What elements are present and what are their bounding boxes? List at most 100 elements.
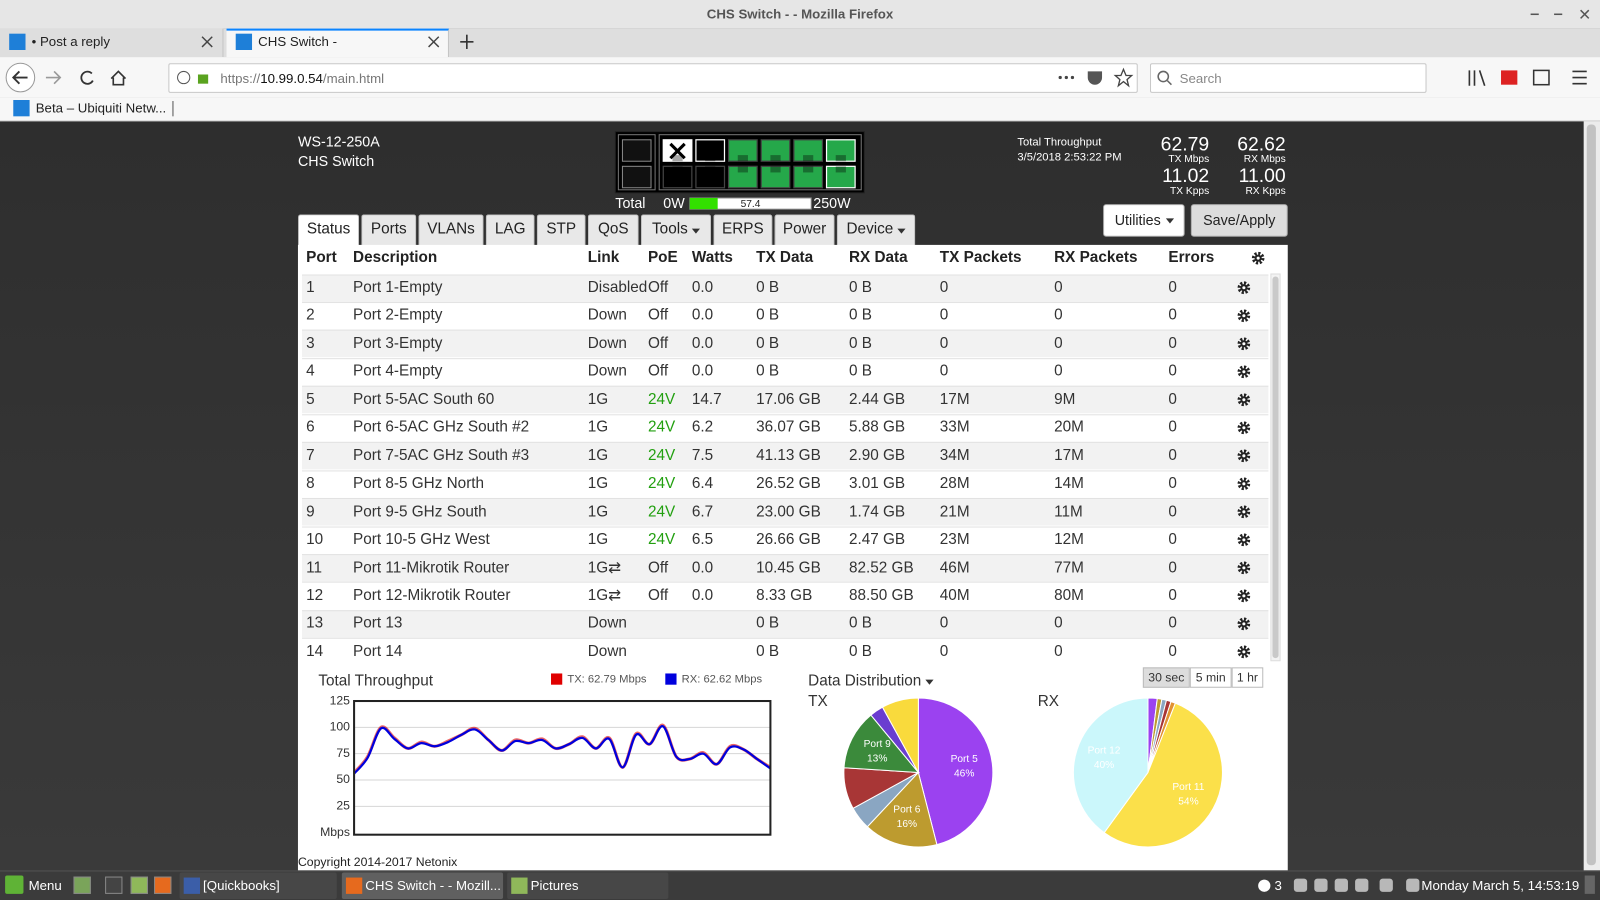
nav-tab-label[interactable]: ERPS xyxy=(722,220,764,238)
pocket-icon xyxy=(1087,71,1103,85)
stat-value: 11.02 xyxy=(1162,165,1210,188)
launcher-icon[interactable] xyxy=(105,876,123,894)
nav-tab[interactable] xyxy=(587,214,639,246)
table-cell: Disabled xyxy=(587,278,648,296)
nav-tab[interactable] xyxy=(536,214,586,246)
browser-tab[interactable] xyxy=(226,28,449,58)
tab-label[interactable]: CHS Switch - xyxy=(258,33,338,50)
browser-tab[interactable] xyxy=(0,28,224,58)
port-settings-icon xyxy=(1237,505,1251,519)
range-button-label[interactable]: 5 min xyxy=(1195,670,1226,685)
table-cell: Off xyxy=(647,362,669,380)
table-cell: 0 xyxy=(1054,362,1063,380)
bookmark-label[interactable]: Beta – Ubiquiti Netw... xyxy=(35,100,167,116)
table-cell: 0 xyxy=(1054,306,1063,324)
table-cell: 6.7 xyxy=(691,502,714,520)
tray-icon xyxy=(1406,878,1420,892)
port-notch xyxy=(770,166,781,173)
stat-value: 62.62 xyxy=(1237,134,1286,156)
launcher-icon[interactable] xyxy=(154,876,172,894)
nav-tab[interactable] xyxy=(713,214,773,246)
range-button[interactable] xyxy=(1189,667,1232,688)
header-button[interactable] xyxy=(1190,204,1288,237)
port-settings-icon xyxy=(1242,482,1246,486)
pie-slice xyxy=(881,697,919,773)
taskbar-window[interactable] xyxy=(507,872,669,899)
port-settings-icon xyxy=(1237,477,1251,491)
range-button[interactable] xyxy=(1142,667,1190,688)
column-header: Errors xyxy=(1168,248,1215,267)
menu-label[interactable]: Menu xyxy=(28,877,62,894)
taskbar-window[interactable] xyxy=(179,872,337,899)
nav-tab-label[interactable]: STP xyxy=(546,220,577,238)
table-cell: 0.0 xyxy=(691,586,714,605)
table-cell: 0 B xyxy=(756,306,780,324)
nav-tab-label[interactable]: Ports xyxy=(370,220,407,238)
nav-tab[interactable] xyxy=(361,214,417,246)
table-cell: 33M xyxy=(939,418,970,436)
table-row xyxy=(302,329,1269,358)
port-settings-icon xyxy=(1242,510,1246,514)
tab-close xyxy=(201,36,213,48)
distribution-title[interactable]: Data Distribution xyxy=(808,672,922,690)
range-button-label[interactable]: 30 sec xyxy=(1148,670,1185,685)
range-button[interactable] xyxy=(1231,667,1264,688)
throughput-timestamp: 3/5/2018 2:53:22 PM xyxy=(1017,151,1122,164)
table-cell: 10 xyxy=(306,530,324,549)
header-button-label[interactable]: Utilities xyxy=(1114,211,1161,229)
nav-tab-label[interactable]: Device xyxy=(846,220,894,238)
table-cell: 9 xyxy=(306,502,315,520)
nav-tab-label[interactable]: Status xyxy=(306,220,351,238)
nav-tab-label[interactable]: Tools xyxy=(652,220,688,238)
search-box[interactable] xyxy=(1149,63,1427,93)
table-cell: Down xyxy=(587,642,627,661)
table-cell: 17M xyxy=(939,390,970,408)
taskbar-window[interactable] xyxy=(341,872,504,899)
nav-tab[interactable] xyxy=(774,214,835,246)
nav-tab-label[interactable]: QoS xyxy=(597,220,629,238)
nav-tab[interactable] xyxy=(640,214,712,246)
table-cell: Port 9-5 GHz South xyxy=(353,502,487,520)
tab-label[interactable]: • Post a reply xyxy=(31,33,111,50)
column-header: RX Packets xyxy=(1054,248,1138,267)
port-icon xyxy=(621,139,652,162)
url-box[interactable] xyxy=(168,63,1138,93)
header-button-label[interactable]: Save/Apply xyxy=(1203,211,1276,229)
nav-tab-label[interactable]: VLANs xyxy=(427,220,475,238)
table-cell: 0.0 xyxy=(691,334,714,352)
table-cell: 0 xyxy=(939,362,949,380)
slice-value-label: 13% xyxy=(867,753,887,764)
copyright: Copyright 2014-2017 Netonix xyxy=(297,854,458,870)
table-cell: 6.2 xyxy=(691,418,714,436)
nav-tab-label[interactable]: Power xyxy=(782,220,827,238)
port-settings-icon xyxy=(1242,594,1246,598)
table-cell: 24V xyxy=(647,390,676,408)
nav-tab[interactable] xyxy=(418,214,484,246)
legend-swatch xyxy=(551,673,563,685)
port-settings-icon xyxy=(1242,314,1246,318)
table-cell: 12M xyxy=(1054,530,1084,549)
nav-tab[interactable] xyxy=(485,214,535,246)
table-cell: 21M xyxy=(939,502,970,520)
range-button-label[interactable]: 1 hr xyxy=(1236,670,1259,685)
nav-tab-label[interactable]: LAG xyxy=(494,220,526,238)
table-row xyxy=(302,610,1269,638)
table-cell: 0 xyxy=(939,278,949,296)
nav-tab[interactable] xyxy=(297,214,360,246)
bookmark-star xyxy=(1113,67,1134,88)
taskbar-window-label[interactable]: [Quickbooks] xyxy=(203,877,280,894)
slice-label: Port 12 xyxy=(1088,746,1121,757)
taskbar-window-label[interactable]: Pictures xyxy=(530,877,579,894)
port-settings-icon xyxy=(1237,281,1251,295)
header-button[interactable] xyxy=(1103,204,1185,237)
dropdown-caret xyxy=(1165,218,1175,224)
launcher-icon[interactable] xyxy=(73,876,91,894)
taskbar-window-label[interactable]: CHS Switch - - Mozill... xyxy=(365,877,501,894)
port-settings-icon xyxy=(1237,589,1251,603)
table-cell: 46M xyxy=(939,558,970,577)
launcher-icon[interactable] xyxy=(130,876,148,894)
slice-label: Port 5 xyxy=(951,754,979,765)
menu-icon[interactable] xyxy=(5,875,24,894)
table-cell: 1G xyxy=(587,446,609,464)
